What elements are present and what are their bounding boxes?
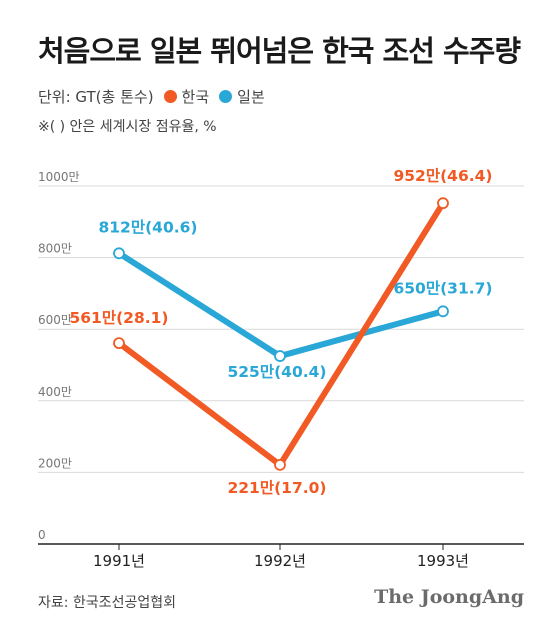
data-label-korea: 221만(17.0) xyxy=(227,479,326,497)
chart-title: 처음으로 일본 뛰어넘은 한국 조선 수주량 xyxy=(38,34,521,68)
brand-logo: The JoongAng xyxy=(374,586,524,608)
data-point-korea xyxy=(113,337,125,350)
legend-label-japan: 일본 xyxy=(237,88,265,106)
legend-dot-japan xyxy=(219,90,233,103)
data-label-japan: 812만(40.6) xyxy=(98,218,197,236)
legend-dot-korea xyxy=(163,90,177,103)
y-tick-label: 400만 xyxy=(38,385,72,399)
source-text: 자료: 한국조선공업협회 xyxy=(38,595,176,611)
legend-item-korea: 한국 xyxy=(163,86,210,107)
data-label-japan: 650만(31.7) xyxy=(393,279,492,297)
x-tick-label: 1991년 xyxy=(93,552,145,570)
data-label-korea: 561만(28.1) xyxy=(69,309,168,327)
legend-item-japan: 일본 xyxy=(219,86,265,107)
data-point-japan xyxy=(437,305,449,318)
y-tick-label: 1000만 xyxy=(38,170,80,184)
y-tick-label: 0 xyxy=(38,528,46,542)
legend-row: 단위: GT(총 톤수) 한국 일본 xyxy=(38,86,265,107)
series-line-japan xyxy=(116,250,446,360)
y-tick-label: 200만 xyxy=(38,456,72,470)
data-point-japan xyxy=(113,247,125,260)
y-tick-label: 600만 xyxy=(38,313,72,327)
series-line-korea xyxy=(116,200,446,468)
unit-label: 단위: GT(총 톤수) xyxy=(38,88,154,106)
data-label-japan: 525만(40.4) xyxy=(227,363,326,381)
legend-label-korea: 한국 xyxy=(181,88,210,106)
x-tick-label: 1992년 xyxy=(254,552,306,570)
share-note: ※( ) 안은 세계시장 점유율, % xyxy=(38,119,217,135)
y-tick-label: 800만 xyxy=(38,242,72,256)
data-label-korea: 952만(46.4) xyxy=(393,167,492,185)
data-point-korea xyxy=(274,458,286,471)
data-point-korea xyxy=(437,197,449,210)
x-tick-label: 1993년 xyxy=(417,552,469,570)
data-point-japan xyxy=(274,350,286,362)
